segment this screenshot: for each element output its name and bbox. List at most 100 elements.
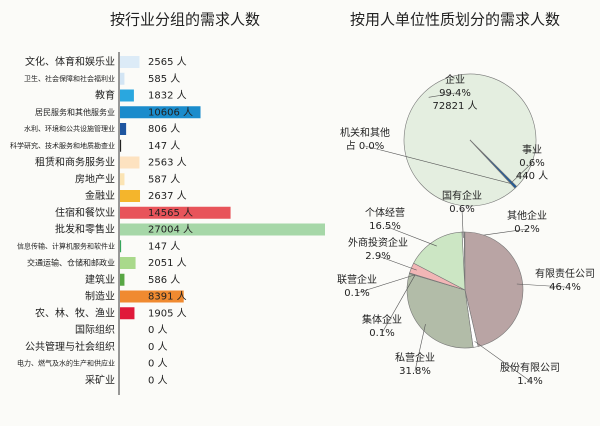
value-label: 0 人	[148, 341, 168, 353]
leader-line	[381, 274, 416, 334]
pie-slice	[469, 139, 516, 189]
leader-line	[511, 162, 533, 183]
slice-value: 0.6%	[519, 158, 544, 169]
leader-line	[428, 92, 456, 98]
leader-line	[377, 255, 417, 271]
slice-label: 事业	[522, 143, 542, 156]
leader-line	[461, 208, 464, 238]
slice-label: 私营企业	[395, 351, 435, 364]
value-label: 0 人	[148, 358, 168, 370]
slice-value: 46.4%	[549, 282, 581, 293]
bar	[120, 223, 325, 236]
slice-label: 集体企业	[362, 313, 402, 326]
y-tick-label: 信息传输、计算机服务和软件业	[17, 241, 115, 250]
slice-value: 占 0.0%	[346, 139, 385, 152]
slice-count: 72821 人	[433, 100, 478, 112]
slice-label: 有限责任公司	[535, 267, 595, 280]
bar	[120, 273, 125, 286]
bar	[120, 206, 231, 219]
value-label: 1905 人	[148, 307, 187, 319]
y-tick-label: 交通运输、仓储和邮政业	[27, 258, 115, 268]
bar	[120, 290, 184, 303]
slice-label: 其他企业	[507, 209, 547, 222]
leader-line	[384, 225, 437, 247]
bar	[120, 240, 122, 253]
y-tick-label: 居民服务和其他服务业	[35, 107, 115, 117]
leader-line	[364, 145, 511, 184]
bar	[120, 156, 140, 169]
slice-value: 16.5%	[369, 221, 401, 232]
y-tick-label: 国际组织	[75, 323, 115, 336]
value-label: 14565 人	[148, 207, 193, 219]
chart-title: 按用人单位性质划分的需求人数	[350, 11, 560, 29]
slice-count: 440 人	[516, 170, 548, 182]
slice-value: 2.9%	[365, 251, 390, 262]
bar	[120, 257, 136, 269]
leader-line	[356, 274, 416, 294]
value-label: 8391 人	[148, 291, 187, 303]
y-tick-label: 公共管理与社会组织	[25, 340, 115, 353]
pie-slice	[403, 73, 537, 207]
value-label: 147 人	[148, 240, 180, 252]
pie-slice	[464, 231, 524, 347]
value-label: 2565 人	[148, 56, 187, 68]
y-tick-label: 采矿业	[85, 373, 115, 386]
chart-title: 按行业分组的需求人数	[110, 11, 260, 29]
bar	[120, 56, 140, 68]
slice-label: 外商投资企业	[348, 236, 408, 249]
slice-value: 99.4%	[439, 88, 471, 99]
y-tick-label: 房地产业	[75, 172, 115, 185]
value-label: 0 人	[148, 374, 168, 386]
y-tick-label: 金融业	[85, 189, 115, 202]
slice-value: 31.8%	[399, 366, 431, 377]
y-tick-label: 科学研究、技术服务和地质勘查业	[10, 141, 115, 150]
value-label: 586 人	[148, 274, 180, 286]
value-label: 147 人	[148, 140, 180, 152]
slice-value: 0.1%	[344, 288, 369, 299]
slice-label: 股份有限公司	[500, 361, 560, 374]
value-label: 10606 人	[148, 106, 193, 118]
value-label: 587 人	[148, 173, 180, 185]
bar	[120, 106, 201, 119]
value-label: 2563 人	[148, 157, 187, 169]
value-label: 27004 人	[148, 224, 193, 236]
slice-label: 企业	[445, 73, 465, 86]
bar	[120, 139, 122, 152]
y-tick-label: 水利、环境和公共设施管理业	[24, 124, 115, 133]
slice-label: 国有企业	[442, 189, 482, 202]
y-tick-label: 建筑业	[85, 273, 115, 286]
value-label: 2637 人	[148, 190, 187, 202]
leader-line	[414, 324, 426, 372]
y-tick-label: 教育	[95, 89, 115, 102]
leader-line	[474, 341, 531, 382]
pie-slice	[406, 273, 474, 349]
slice-value: 0.2%	[514, 224, 539, 235]
value-label: 2051 人	[148, 257, 187, 269]
value-label: 585 人	[148, 73, 180, 85]
leader-line	[516, 283, 566, 288]
slice-label: 机关和其他	[340, 126, 390, 139]
value-label: 0 人	[148, 324, 168, 336]
slice-label: 联营企业	[337, 273, 377, 286]
y-tick-label: 文化、体育和娱乐业	[25, 55, 115, 68]
pie-slice	[413, 231, 466, 291]
y-tick-label: 电力、燃气及水的生产和供应业	[17, 359, 115, 368]
bar	[120, 72, 125, 85]
slice-value: 1.4%	[517, 376, 542, 387]
y-tick-label: 住宿和餐饮业	[55, 206, 115, 219]
y-tick-label: 制造业	[85, 290, 115, 303]
value-label: 1832 人	[148, 90, 187, 102]
y-tick-label: 租赁和商务服务业	[35, 156, 115, 169]
slice-value: 0.1%	[369, 328, 394, 339]
slice-label: 个体经营	[365, 206, 405, 219]
y-tick-label: 批发和零售业	[55, 223, 115, 236]
y-tick-label: 卫生、社会保障和社会福利业	[24, 74, 115, 83]
bar	[120, 307, 135, 320]
y-tick-label: 农、林、牧、渔业	[35, 306, 115, 319]
bar	[120, 123, 127, 135]
bar	[120, 190, 141, 202]
value-label: 806 人	[148, 123, 180, 135]
bar	[120, 89, 134, 102]
slice-value: 0.6%	[449, 204, 474, 215]
